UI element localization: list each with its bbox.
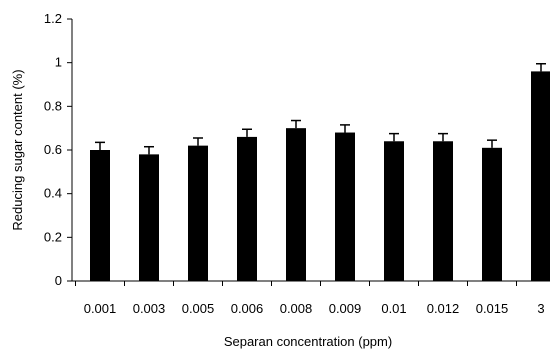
x-ticks-group: 0.001 0.003 0.005 0.006 0.008 0.009 0.01 0.012 0… (75, 281, 545, 316)
bar-0.01 (384, 141, 404, 281)
y-axis-title: Reducing sugar content (%) (10, 69, 25, 230)
x-tick-label: 0.008 (280, 301, 313, 316)
y-tick-label: 0.6 (44, 142, 62, 157)
bar-0.001 (90, 150, 110, 281)
bar-0.015 (482, 147, 502, 281)
error-bars-group (95, 63, 546, 155)
bars-group (90, 71, 550, 282)
y-tick-label: 0.4 (44, 186, 62, 201)
x-tick-label: 0.009 (329, 301, 362, 316)
bar-0.012 (433, 141, 453, 281)
x-tick-label: 0.012 (427, 301, 460, 316)
bar-0.003 (139, 154, 159, 281)
x-axis-title: Separan concentration (ppm) (224, 334, 392, 349)
y-tick-label: 0.2 (44, 229, 62, 244)
x-tick-label: 0.01 (381, 301, 406, 316)
bar-0.005 (188, 145, 208, 281)
y-tick-label: 1 (55, 55, 62, 70)
y-ticks-group: 0 0.2 0.4 0.6 0.8 1 1.2 (44, 11, 72, 288)
x-tick-label: 3 (537, 301, 544, 316)
x-tick-label: 0.015 (476, 301, 509, 316)
y-tick-label: 0.8 (44, 98, 62, 113)
bar-3 (531, 71, 550, 282)
bar-0.009 (335, 132, 355, 281)
bar-0.006 (237, 136, 257, 281)
y-tick-label: 1.2 (44, 11, 62, 26)
bar-0.008 (286, 128, 306, 281)
x-tick-label: 0.005 (182, 301, 215, 316)
x-tick-label: 0.003 (133, 301, 166, 316)
x-tick-label: 0.001 (84, 301, 117, 316)
x-tick-label: 0.006 (231, 301, 264, 316)
y-tick-label: 0 (55, 273, 62, 288)
